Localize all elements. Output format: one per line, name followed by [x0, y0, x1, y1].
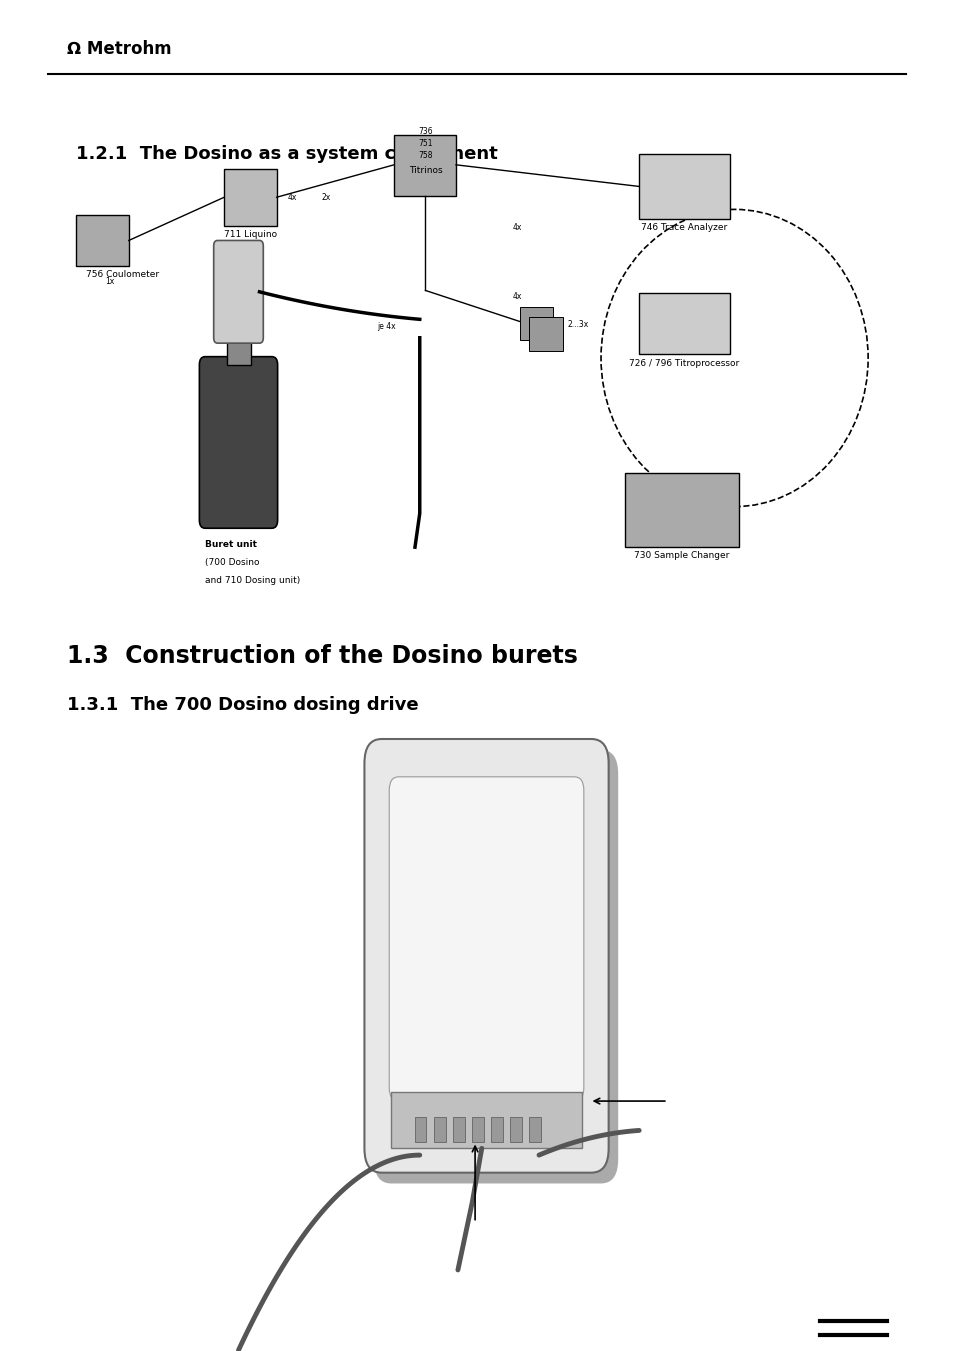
- FancyBboxPatch shape: [624, 473, 739, 547]
- Text: 1.3.1  The 700 Dosino dosing drive: 1.3.1 The 700 Dosino dosing drive: [67, 696, 418, 713]
- FancyBboxPatch shape: [374, 750, 618, 1183]
- Text: 730 Sample Changer: 730 Sample Changer: [634, 551, 729, 561]
- Text: 711 Liquino: 711 Liquino: [224, 230, 277, 239]
- Text: 758: 758: [417, 151, 433, 161]
- FancyBboxPatch shape: [199, 357, 277, 528]
- Text: je 4x: je 4x: [376, 322, 395, 331]
- Text: 2x: 2x: [321, 193, 331, 203]
- FancyBboxPatch shape: [639, 154, 729, 219]
- Text: 1x: 1x: [105, 277, 114, 286]
- FancyBboxPatch shape: [76, 215, 129, 266]
- FancyBboxPatch shape: [529, 317, 562, 351]
- Text: 4x: 4x: [512, 292, 521, 301]
- Text: 2...3x: 2...3x: [567, 320, 588, 330]
- Text: 746 Trace Analyzer: 746 Trace Analyzer: [640, 223, 726, 232]
- Text: 4x: 4x: [512, 223, 521, 232]
- Text: Ω Metrohm: Ω Metrohm: [67, 41, 172, 58]
- FancyBboxPatch shape: [213, 240, 263, 343]
- Text: 726 / 796 Titroprocessor: 726 / 796 Titroprocessor: [628, 359, 739, 369]
- FancyBboxPatch shape: [519, 307, 553, 340]
- FancyBboxPatch shape: [227, 335, 251, 365]
- Bar: [453, 1117, 464, 1142]
- Bar: [434, 1117, 445, 1142]
- Text: 736: 736: [417, 127, 433, 136]
- Text: 1.2.1  The Dosino as a system component: 1.2.1 The Dosino as a system component: [76, 145, 497, 162]
- Bar: [472, 1117, 483, 1142]
- FancyBboxPatch shape: [639, 293, 729, 354]
- FancyBboxPatch shape: [224, 169, 276, 226]
- FancyBboxPatch shape: [364, 739, 608, 1173]
- Text: Titrinos: Titrinos: [408, 166, 442, 176]
- FancyBboxPatch shape: [394, 135, 456, 196]
- Bar: [491, 1117, 502, 1142]
- Text: and 710 Dosing unit): and 710 Dosing unit): [205, 576, 300, 585]
- FancyBboxPatch shape: [389, 777, 583, 1101]
- Bar: [415, 1117, 426, 1142]
- Bar: [67, 169, 905, 628]
- Text: (700 Dosino: (700 Dosino: [205, 558, 259, 567]
- Bar: [529, 1117, 540, 1142]
- Text: Buret unit: Buret unit: [205, 540, 257, 550]
- Text: 1.3  Construction of the Dosino burets: 1.3 Construction of the Dosino burets: [67, 644, 578, 669]
- Bar: [391, 1092, 581, 1148]
- Text: 756 Coulometer: 756 Coulometer: [86, 270, 159, 280]
- Text: 751: 751: [417, 139, 433, 149]
- Bar: [510, 1117, 521, 1142]
- Text: 4x: 4x: [288, 193, 297, 203]
